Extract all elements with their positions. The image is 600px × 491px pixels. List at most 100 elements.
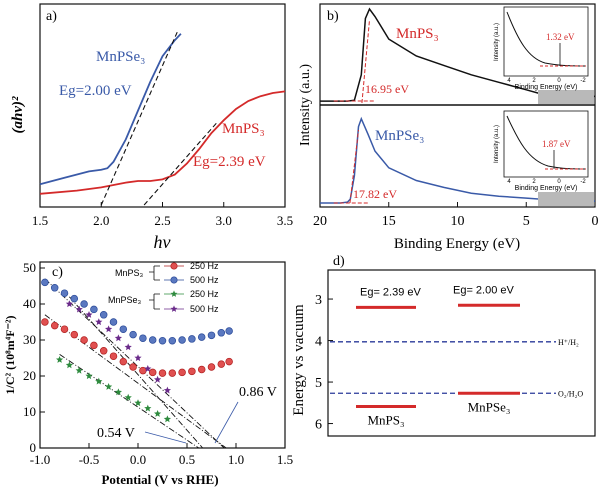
panel-d-ytick-label: 4 xyxy=(315,335,322,350)
panel-c-point-MnPS3-500Hz xyxy=(139,334,147,342)
panel-c-point-MnPSe3-250Hz xyxy=(56,356,64,363)
panel-c-point-MnPS3-500Hz xyxy=(80,300,88,308)
panel-c-point-MnPS3-500Hz xyxy=(70,294,79,303)
panel-c-point-MnPS3-250Hz xyxy=(225,357,233,366)
inset-bottom-frame xyxy=(503,110,589,178)
panel-d-gap-MnPS3: Eg= 2.39 eV xyxy=(360,286,422,298)
inset-bottom-tick-2: 0 xyxy=(557,179,561,185)
panel-c-point-MnPS3-250Hz xyxy=(148,368,157,377)
panel-a-series-MnPSe3 xyxy=(39,33,182,186)
panel-c-ytick-label: 30 xyxy=(23,332,36,347)
panel-a-series-MnPS3 xyxy=(39,90,286,195)
panel-c-point-MnPSe3-500Hz xyxy=(85,311,93,318)
panel-a-fit-mnps3 xyxy=(143,121,219,206)
legend-marker-MnPSe3-500Hz xyxy=(170,305,178,312)
panel-c-point-MnPS3-250Hz xyxy=(70,330,79,339)
panel-c-point-MnPS3-500Hz xyxy=(90,305,98,314)
panel-b-xtick-label: 20 xyxy=(313,214,327,229)
panel-d-ytick-label: 3 xyxy=(315,293,322,308)
panel-c-point-MnPS3-250Hz xyxy=(207,363,216,371)
panel-c-annot-086: 0.86 V xyxy=(239,385,277,400)
panel-c-point-MnPS3-500Hz xyxy=(188,335,196,343)
panel-c-point-MnPS3-500Hz xyxy=(158,336,167,345)
panel-c-point-MnPS3-500Hz xyxy=(109,318,118,326)
panel-c-point-MnPS3-500Hz xyxy=(168,336,177,345)
panel-d-name-MnPS3: MnPS₃ xyxy=(367,413,404,428)
panel-c-point-MnPSe3-500Hz xyxy=(134,354,142,362)
inset-bottom-xlabel: Binding Energy (eV) xyxy=(515,185,578,192)
panel-d-label: d) xyxy=(333,254,345,269)
inset-top-tick-0: 4 xyxy=(507,78,511,84)
panel-c-arrow-054 xyxy=(144,431,187,444)
panel-c-point-MnPSe3-250Hz xyxy=(144,404,152,412)
panel-c-point-MnPS3-500Hz xyxy=(60,289,69,297)
panel-c-point-MnPS3-250Hz xyxy=(90,341,98,350)
inset-top-tick-1: 2 xyxy=(532,78,536,84)
panel-c-point-MnPSe3-250Hz xyxy=(124,393,132,401)
panel-d-ytick-label: 6 xyxy=(315,418,322,433)
panel-c-ytick-label: 0 xyxy=(30,440,37,455)
panel-b-xtick-label: 0 xyxy=(592,214,599,229)
panel-c-point-MnPSe3-250Hz xyxy=(134,399,142,407)
panel-b-xlabel: Binding Energy (eV) xyxy=(394,236,520,252)
panel-c-point-MnPSe3-500Hz xyxy=(154,375,162,383)
panel-c-point-MnPS3-250Hz xyxy=(80,336,88,344)
panel-b-mnps3-cutoff: 16.95 eV xyxy=(365,82,409,96)
panel-b-mnpse3-cutoff: 17.82 eV xyxy=(353,187,397,201)
panel-c-ytick-label: 10 xyxy=(23,404,36,419)
panel-b-inset-bottom: 1.87 eV Intensity (a.u.) Binding Energy … xyxy=(494,110,589,192)
panel-c-frame xyxy=(39,261,286,449)
panel-a-mnps3-eg: Eg=2.39 eV xyxy=(193,154,266,170)
panel-c-point-MnPS3-500Hz xyxy=(217,329,226,337)
inset-top-ylabel: Intensity (a.u.) xyxy=(494,23,500,61)
panel-c-xtick-label: 1.0 xyxy=(228,452,244,467)
panel-a-xlabel: hv xyxy=(154,232,171,252)
panel-a-mnpse3-eg: Eg=2.00 eV xyxy=(59,83,132,99)
panel-c-point-MnPS3-250Hz xyxy=(158,369,167,377)
panel-c-point-MnPSe3-500Hz xyxy=(105,325,113,333)
panel-c-point-MnPS3-500Hz xyxy=(119,325,128,333)
panel-b-series-MnPS3 xyxy=(320,7,596,102)
legend-marker-MnPS3-250Hz xyxy=(170,262,178,270)
panel-c-xtick-label: 0.0 xyxy=(130,452,146,467)
inset-bottom-tick-3: -2 xyxy=(580,179,586,185)
panel-a-xtick-label: 1.5 xyxy=(32,213,48,228)
panel-c-point-MnPS3-250Hz xyxy=(168,369,177,377)
panel-c-ytick-label: 50 xyxy=(23,260,36,275)
panel-c-label: c) xyxy=(52,265,63,280)
legend-label-MnPS3-250Hz: 250 Hz xyxy=(190,261,219,271)
panel-c-fit-line xyxy=(59,354,200,449)
panel-b-xtick-label: 5 xyxy=(523,214,530,229)
panel-b-label: b) xyxy=(327,9,339,24)
panel-b-xtick-label: 15 xyxy=(382,214,396,229)
inset-bottom-tick-0: 4 xyxy=(507,179,511,185)
panel-c-xtick-label: 0.5 xyxy=(179,452,195,467)
inset-bottom-value: 1.87 eV xyxy=(542,139,571,149)
panel-c-point-MnPS3-250Hz xyxy=(50,321,59,330)
legend-label-MnPSe3-500Hz: 500 Hz xyxy=(190,304,219,314)
panel-b-inset-top: 1.32 eV Intensity (a.u.) Binding Energy … xyxy=(494,6,589,91)
panel-c-ytick-label: 40 xyxy=(23,296,36,311)
panel-c-point-MnPS3-500Hz xyxy=(99,311,108,319)
panel-b-ylabel: Intensity (a.u.) xyxy=(298,64,313,146)
panel-c-point-MnPSe3-250Hz xyxy=(114,388,122,396)
panel-c-point-MnPSe3-250Hz xyxy=(95,377,103,385)
legend-marker-MnPS3-500Hz xyxy=(170,276,178,284)
panel-c-xlabel: Potential (V vs RHE) xyxy=(101,472,218,487)
inset-top-xlabel: Binding Energy (eV) xyxy=(515,84,578,91)
panel-c-point-MnPS3-500Hz xyxy=(225,327,233,335)
panel-c-point-MnPS3-500Hz xyxy=(178,336,186,344)
panel-a-xtick-label: 2.0 xyxy=(93,213,109,228)
panel-c-point-MnPS3-250Hz xyxy=(188,367,196,376)
legend-marker-MnPSe3-250Hz xyxy=(170,290,178,297)
panel-b-xtick-label: 10 xyxy=(451,214,465,229)
panel-d: d) Energy vs vacuum 3 4 5 6 H⁺/H₂ O₂/H₂O Eg= … xyxy=(291,254,596,437)
panel-c-point-MnPSe3-500Hz xyxy=(114,334,122,342)
panel-c-point-MnPS3-500Hz xyxy=(129,330,137,339)
legend-label-MnPS3-500Hz: 500 Hz xyxy=(190,275,219,285)
panel-c-xtick-label: 1.5 xyxy=(277,452,293,467)
panel-c-point-MnPSe3-250Hz xyxy=(105,383,113,390)
inset-top-curve xyxy=(506,11,587,67)
panel-c-point-MnPS3-250Hz xyxy=(99,347,108,355)
